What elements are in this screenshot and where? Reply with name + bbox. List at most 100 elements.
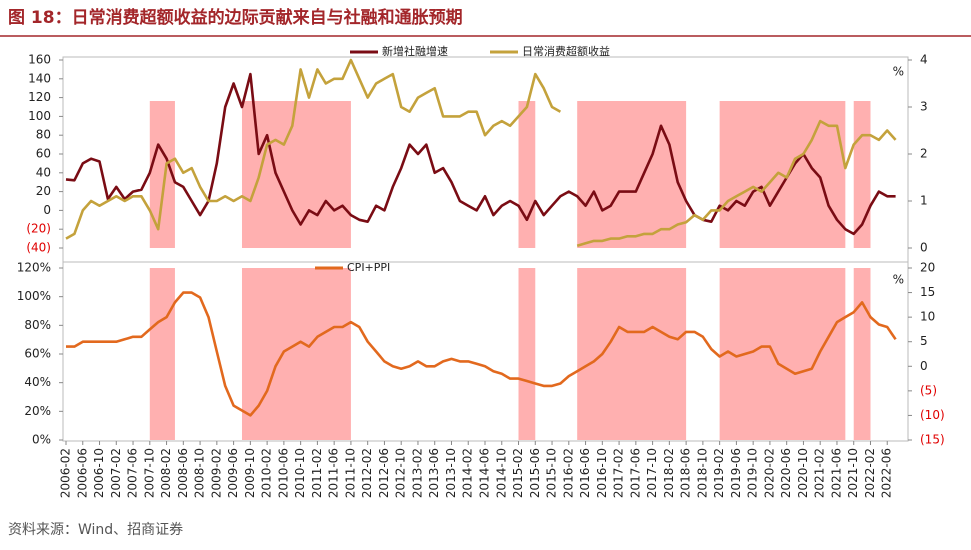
x-tick-label: 2019-10 xyxy=(746,448,760,498)
y2-tick-label: 4 xyxy=(920,53,928,67)
legend-label: 新增社融增速 xyxy=(382,44,448,58)
y-tick-label: (20) xyxy=(26,222,51,236)
y2-tick-label: (5) xyxy=(920,383,937,397)
x-tick-label: 2007-06 xyxy=(126,448,140,498)
x-tick-label: 2006-10 xyxy=(92,448,106,498)
x-tick-label: 2020-02 xyxy=(762,448,776,498)
y2-tick-label: 20 xyxy=(920,261,935,275)
x-tick-label: 2017-10 xyxy=(645,448,659,498)
x-tick-label: 2021-02 xyxy=(813,448,827,498)
shaded-period xyxy=(577,101,687,248)
x-tick-label: 2014-06 xyxy=(478,448,492,498)
x-tick-label: 2021-06 xyxy=(829,448,843,498)
x-tick-label: 2019-02 xyxy=(712,448,726,498)
x-tick-label: 2017-06 xyxy=(628,448,642,498)
y2-tick-label: 0 xyxy=(920,359,928,373)
x-tick-label: 2008-06 xyxy=(176,448,190,498)
x-tick-label: 2008-10 xyxy=(193,448,207,498)
shaded-period xyxy=(719,268,846,440)
x-tick-label: 2012-10 xyxy=(394,448,408,498)
x-tick-label: 2009-06 xyxy=(226,448,240,498)
shaded-period xyxy=(518,268,536,440)
x-tick-label: 2008-02 xyxy=(159,448,173,498)
y-tick-label: 100% xyxy=(17,289,51,303)
x-tick-label: 2021-10 xyxy=(846,448,860,498)
y-tick-label: 0 xyxy=(43,203,51,217)
x-tick-label: 2015-10 xyxy=(545,448,559,498)
x-tick-label: 2013-06 xyxy=(427,448,441,498)
y2-tick-label: 15 xyxy=(920,285,935,299)
y2-tick-label: 1 xyxy=(920,194,928,208)
x-tick-label: 2013-10 xyxy=(444,448,458,498)
x-tick-label: 2016-02 xyxy=(561,448,575,498)
x-tick-label: 2022-02 xyxy=(863,448,877,498)
x-tick-label: 2009-02 xyxy=(209,448,223,498)
y2-tick-label: (10) xyxy=(920,408,945,422)
y-tick-label: 120% xyxy=(17,261,51,275)
source: 资料来源：Wind、招商证券 xyxy=(8,522,183,538)
shaded-period xyxy=(853,268,871,440)
shaded-period xyxy=(518,101,536,248)
x-tick-label: 2011-10 xyxy=(343,448,357,498)
x-tick-label: 2018-10 xyxy=(695,448,709,498)
x-tick-label: 2010-10 xyxy=(293,448,307,498)
y2-unit: % xyxy=(893,65,904,79)
y2-tick-label: 0 xyxy=(920,241,928,255)
y-tick-label: 60% xyxy=(24,347,51,361)
x-tick-label: 2020-06 xyxy=(779,448,793,498)
legend-label: CPI+PPI xyxy=(347,261,390,274)
shaded-period xyxy=(241,268,351,440)
shaded-period xyxy=(853,101,871,248)
x-tick-label: 2010-02 xyxy=(260,448,274,498)
y2-tick-label: 10 xyxy=(920,310,935,324)
x-tick-label: 2014-10 xyxy=(494,448,508,498)
y-tick-label: 20% xyxy=(24,404,51,418)
shaded-period xyxy=(149,101,175,248)
y2-tick-label: 5 xyxy=(920,334,928,348)
shaded-period xyxy=(577,268,687,440)
legend-label: 日常消费超额收益 xyxy=(522,44,610,58)
x-tick-label: 2007-02 xyxy=(109,448,123,498)
shaded-period xyxy=(149,268,175,440)
y-tick-label: 20 xyxy=(36,184,51,198)
x-tick-label: 2011-02 xyxy=(310,448,324,498)
y-tick-label: 40 xyxy=(36,165,51,179)
series-line xyxy=(66,291,897,417)
x-tick-label: 2017-02 xyxy=(612,448,626,498)
x-tick-label: 2022-06 xyxy=(880,448,894,498)
x-tick-label: 2007-10 xyxy=(142,448,156,498)
y2-tick-label: 3 xyxy=(920,100,928,114)
shading xyxy=(149,101,871,440)
y-tick-label: 120 xyxy=(28,90,51,104)
y-tick-label: 140 xyxy=(28,71,51,85)
x-tick-label: 2018-02 xyxy=(662,448,676,498)
x-tick-label: 2010-06 xyxy=(276,448,290,498)
x-tick-label: 2018-06 xyxy=(679,448,693,498)
x-tick-label: 2012-02 xyxy=(360,448,374,498)
x-tick-label: 2011-06 xyxy=(327,448,341,498)
y-tick-label: (40) xyxy=(26,241,51,255)
x-tick-label: 2015-06 xyxy=(528,448,542,498)
x-tick-label: 2012-06 xyxy=(377,448,391,498)
y-tick-label: 80% xyxy=(24,318,51,332)
x-tick-label: 2006-02 xyxy=(59,448,73,498)
x-tick-label: 2016-06 xyxy=(578,448,592,498)
chart-title: 图 18：日常消费超额收益的边际贡献来自与社融和通胀预期 xyxy=(8,7,463,28)
y-tick-label: 160 xyxy=(28,53,51,67)
y-tick-label: 80 xyxy=(36,128,51,142)
y2-unit: % xyxy=(893,273,904,287)
y-tick-label: 60 xyxy=(36,147,51,161)
series-line xyxy=(65,58,897,247)
x-tick-label: 2016-10 xyxy=(595,448,609,498)
x-tick-label: 2015-02 xyxy=(511,448,525,498)
x-tick-label: 2009-10 xyxy=(243,448,257,498)
x-tick-label: 2013-02 xyxy=(410,448,424,498)
y-tick-label: 40% xyxy=(24,375,51,389)
x-tick-label: 2020-10 xyxy=(796,448,810,498)
x-tick-label: 2006-06 xyxy=(75,448,89,498)
y2-tick-label: 2 xyxy=(920,147,928,161)
x-tick-label: 2014-02 xyxy=(461,448,475,498)
y-tick-label: 100 xyxy=(28,109,51,123)
